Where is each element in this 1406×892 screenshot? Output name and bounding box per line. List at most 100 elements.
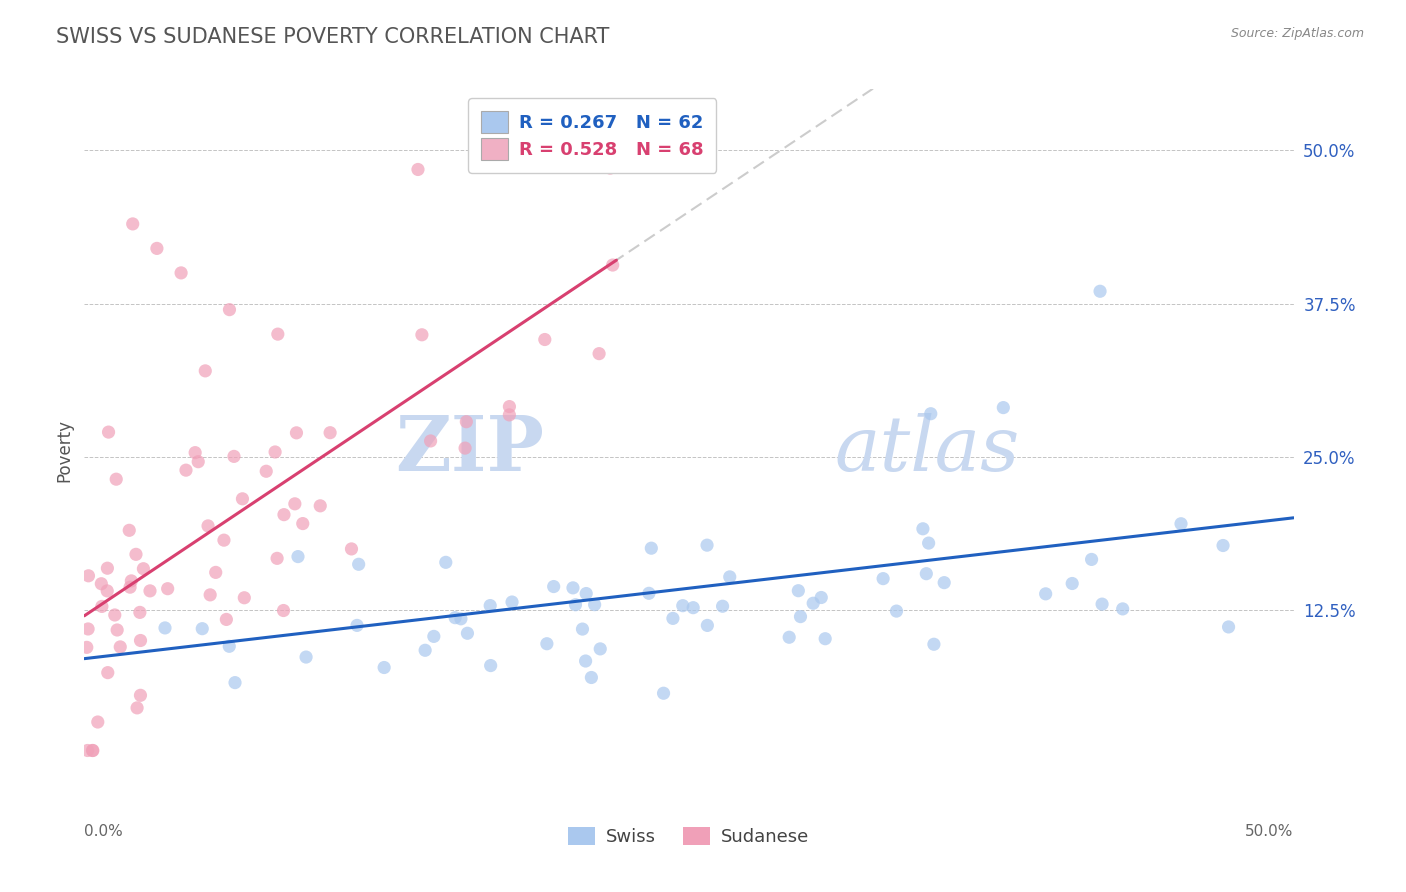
Point bbox=[273, 603, 295, 617]
Point bbox=[1091, 597, 1114, 611]
Point bbox=[581, 671, 603, 685]
Point bbox=[295, 650, 318, 665]
Point bbox=[156, 582, 179, 596]
Point bbox=[218, 302, 240, 317]
Point bbox=[498, 400, 520, 414]
Point bbox=[450, 612, 472, 626]
Point bbox=[1111, 602, 1133, 616]
Point bbox=[640, 541, 662, 556]
Point bbox=[129, 689, 152, 703]
Point bbox=[347, 558, 370, 572]
Point bbox=[287, 549, 309, 564]
Point bbox=[121, 217, 143, 231]
Point bbox=[373, 660, 395, 674]
Point bbox=[682, 600, 704, 615]
Point bbox=[599, 161, 621, 175]
Text: ZIP: ZIP bbox=[395, 414, 544, 487]
Point bbox=[97, 665, 120, 680]
Point bbox=[787, 583, 810, 598]
Point bbox=[96, 583, 118, 598]
Point bbox=[419, 434, 441, 448]
Point bbox=[222, 450, 245, 464]
Point bbox=[110, 640, 132, 654]
Point bbox=[444, 610, 467, 624]
Point bbox=[872, 572, 894, 586]
Point bbox=[917, 536, 939, 550]
Point bbox=[911, 522, 934, 536]
Point bbox=[153, 621, 176, 635]
Point bbox=[543, 580, 565, 594]
Point bbox=[1062, 576, 1084, 591]
Text: SWISS VS SUDANESE POVERTY CORRELATION CHART: SWISS VS SUDANESE POVERTY CORRELATION CH… bbox=[56, 27, 610, 46]
Point bbox=[498, 408, 520, 422]
Point bbox=[479, 658, 502, 673]
Point bbox=[778, 630, 800, 644]
Point bbox=[77, 569, 100, 583]
Point bbox=[184, 445, 207, 459]
Text: Source: ZipAtlas.com: Source: ZipAtlas.com bbox=[1230, 27, 1364, 40]
Point bbox=[218, 640, 240, 654]
Point bbox=[146, 241, 169, 255]
Point bbox=[97, 425, 120, 439]
Point bbox=[789, 609, 811, 624]
Point bbox=[340, 541, 363, 556]
Point bbox=[571, 622, 593, 636]
Point bbox=[434, 555, 457, 569]
Point bbox=[139, 583, 162, 598]
Point bbox=[254, 464, 277, 478]
Point bbox=[1170, 516, 1192, 531]
Point bbox=[224, 675, 246, 690]
Point bbox=[233, 591, 256, 605]
Point bbox=[533, 333, 555, 347]
Point bbox=[266, 551, 288, 566]
Point bbox=[456, 626, 478, 640]
Point bbox=[194, 364, 217, 378]
Point bbox=[1218, 620, 1240, 634]
Text: atlas: atlas bbox=[834, 414, 1019, 487]
Point bbox=[129, 633, 152, 648]
Point bbox=[90, 599, 112, 614]
Point bbox=[501, 595, 523, 609]
Point bbox=[922, 637, 945, 651]
Point bbox=[411, 327, 433, 342]
Point bbox=[105, 623, 128, 637]
Point bbox=[920, 407, 942, 421]
Point bbox=[215, 612, 238, 626]
Point bbox=[1088, 285, 1111, 299]
Point bbox=[77, 622, 100, 636]
Point bbox=[1212, 539, 1234, 553]
Point bbox=[198, 588, 221, 602]
Point bbox=[105, 472, 128, 486]
Point bbox=[814, 632, 837, 646]
Text: 50.0%: 50.0% bbox=[1246, 824, 1294, 839]
Point bbox=[212, 533, 235, 548]
Point bbox=[231, 491, 253, 506]
Point bbox=[76, 743, 98, 757]
Point bbox=[810, 591, 832, 605]
Point bbox=[191, 622, 214, 636]
Point bbox=[423, 629, 446, 643]
Point bbox=[174, 463, 197, 477]
Point bbox=[82, 743, 104, 757]
Point bbox=[915, 566, 938, 581]
Point bbox=[801, 596, 824, 610]
Point bbox=[1035, 587, 1057, 601]
Point bbox=[575, 586, 598, 600]
Point bbox=[562, 581, 585, 595]
Point bbox=[696, 538, 718, 552]
Legend: Swiss, Sudanese: Swiss, Sudanese bbox=[561, 820, 817, 854]
Point bbox=[652, 686, 675, 700]
Point bbox=[187, 455, 209, 469]
Point bbox=[479, 599, 502, 613]
Point bbox=[456, 415, 478, 429]
Point bbox=[346, 618, 368, 632]
Point bbox=[90, 576, 112, 591]
Y-axis label: Poverty: Poverty bbox=[55, 419, 73, 482]
Point bbox=[413, 643, 436, 657]
Point bbox=[711, 599, 734, 614]
Point bbox=[454, 441, 477, 455]
Point bbox=[128, 606, 150, 620]
Point bbox=[672, 599, 695, 613]
Point bbox=[76, 640, 98, 655]
Point bbox=[993, 401, 1015, 415]
